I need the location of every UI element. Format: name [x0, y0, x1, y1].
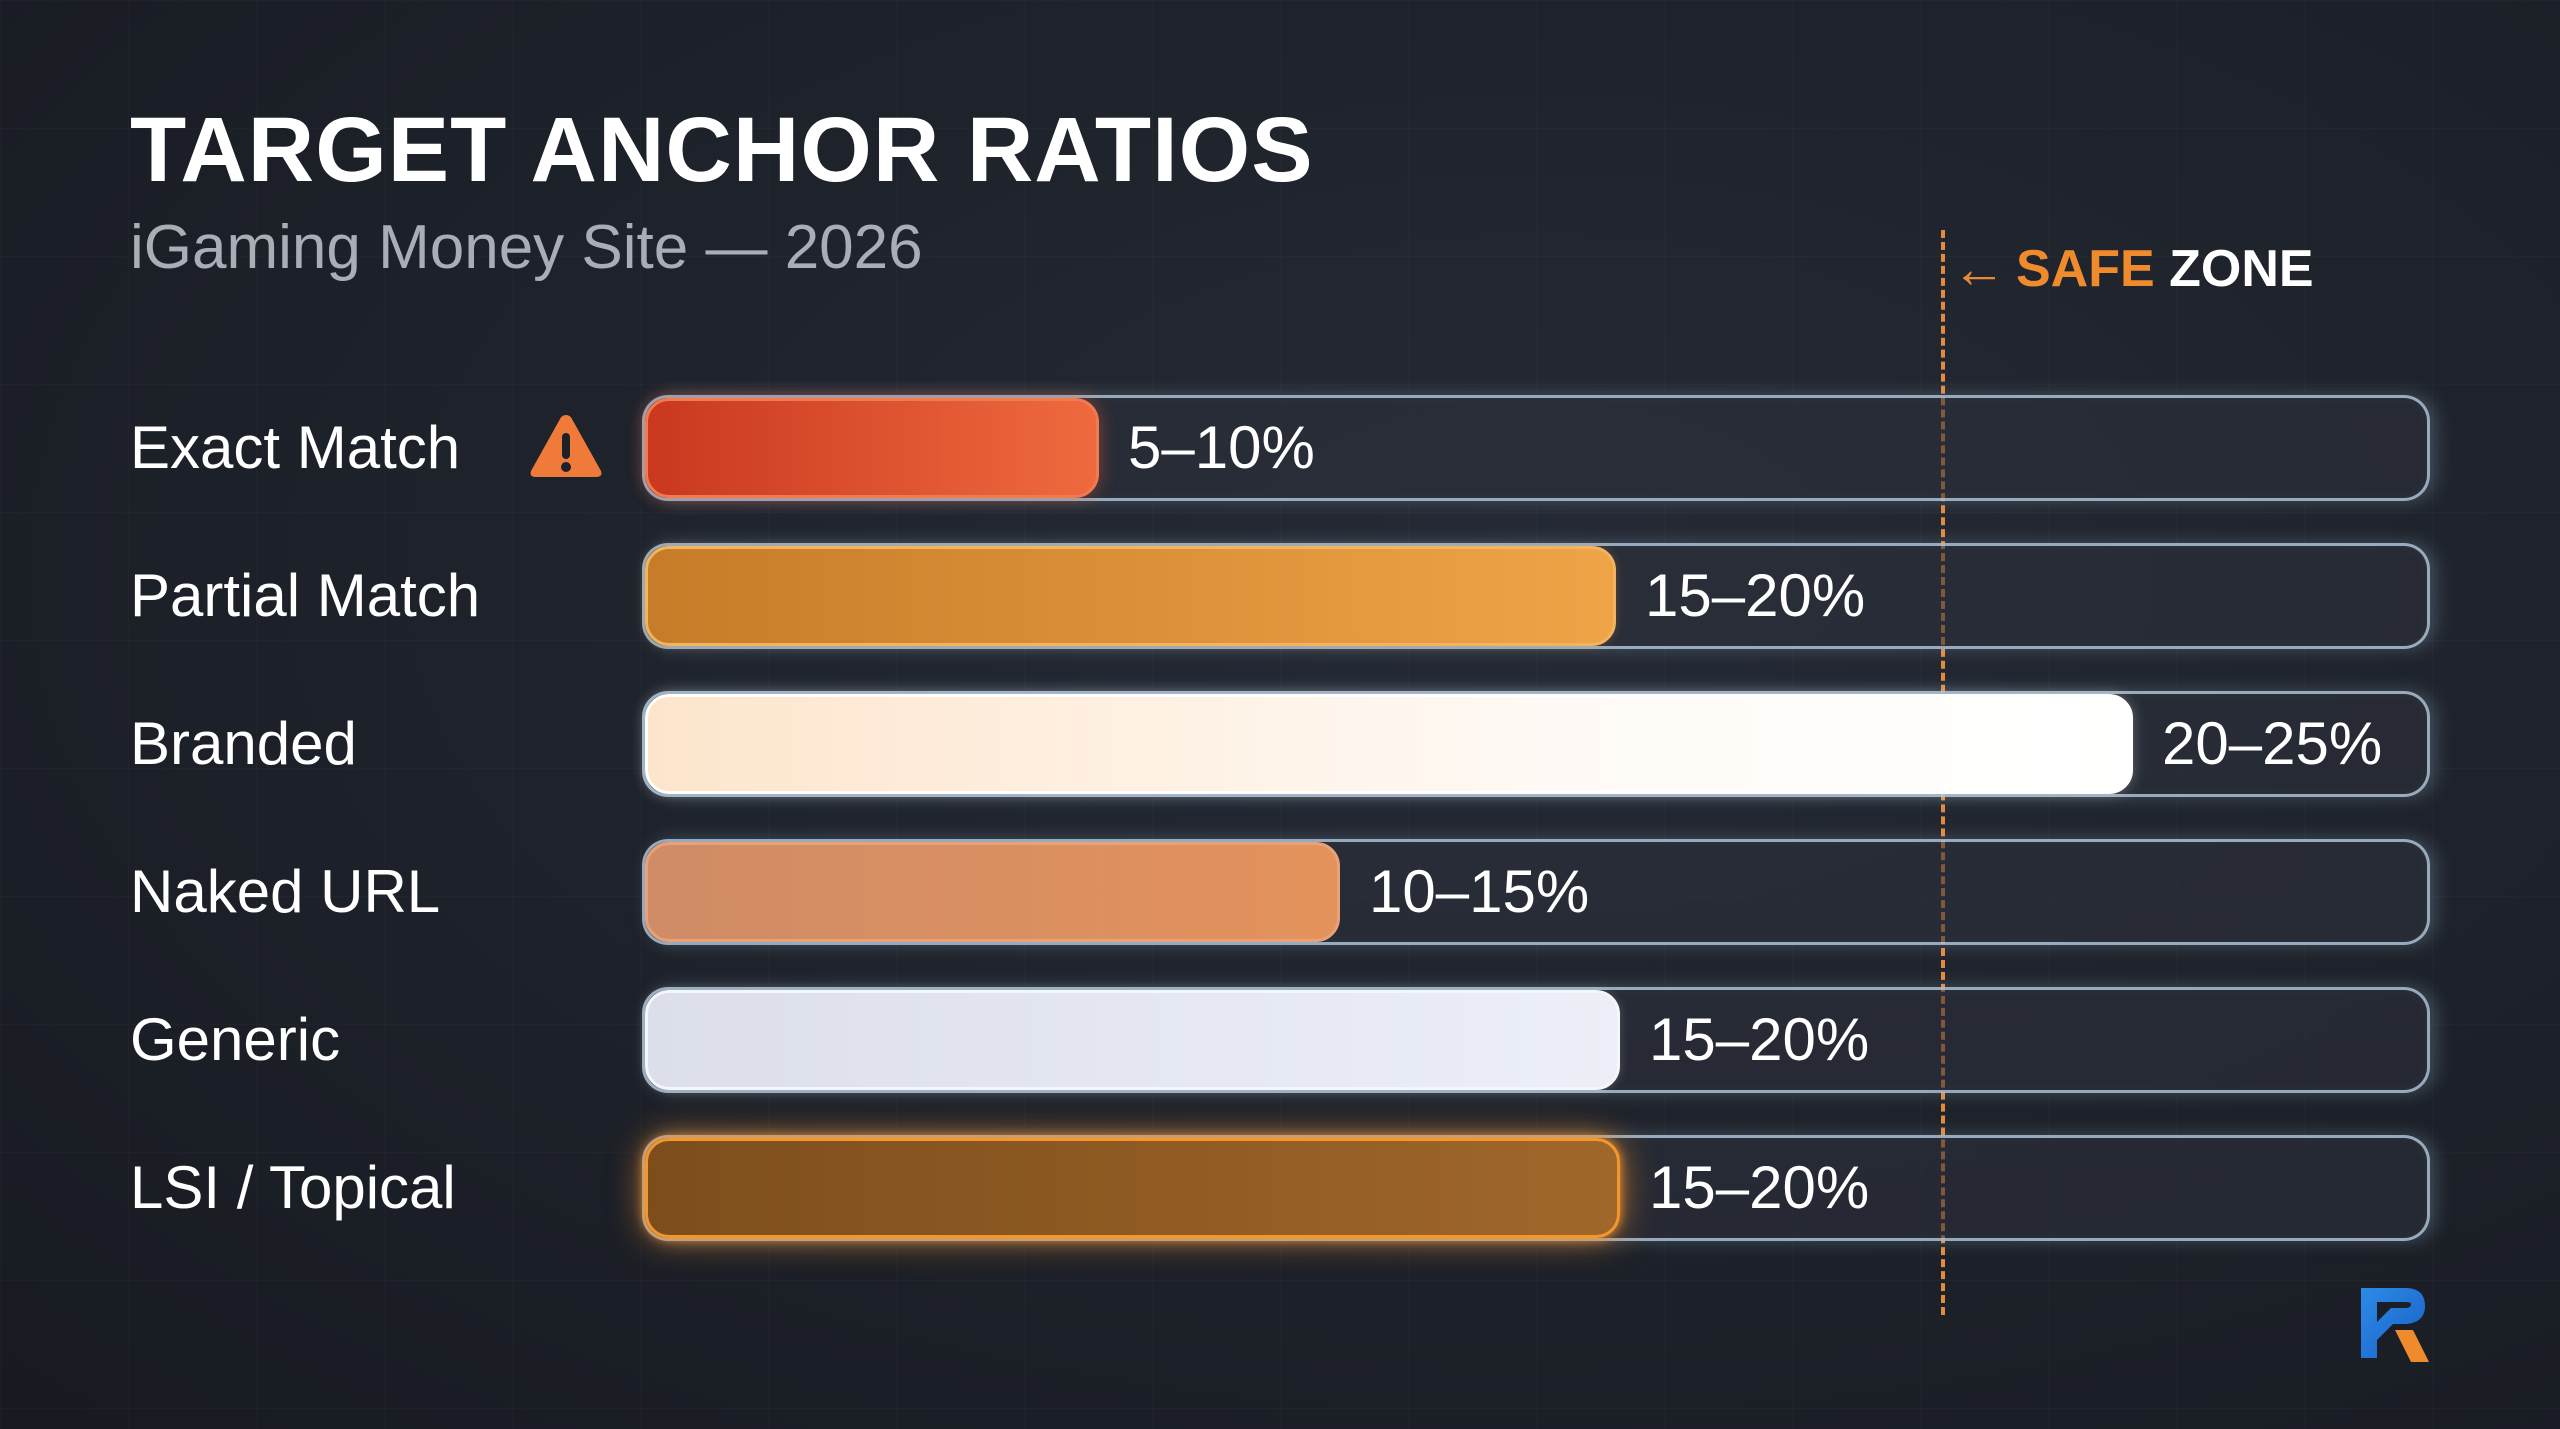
- bar-fill: [645, 1138, 1620, 1238]
- brand-logo-icon: [2361, 1288, 2429, 1362]
- safe-zone-label: ← SAFE ZONE: [1952, 238, 2314, 300]
- value-label: 15–20%: [1649, 1154, 1870, 1221]
- bar-track: [642, 691, 2430, 797]
- bar-track: [642, 987, 2430, 1093]
- page-subtitle: iGaming Money Site — 2026: [130, 213, 923, 282]
- category-label: Generic: [130, 1006, 341, 1073]
- value-label: 5–10%: [1128, 414, 1315, 481]
- category-label: Branded: [130, 710, 357, 777]
- category-label: LSI / Topical: [130, 1154, 456, 1221]
- value-label: 20–25%: [2162, 710, 2383, 777]
- safe-zone-word-zone: ZONE: [2169, 240, 2314, 298]
- category-label: Partial Match: [130, 562, 481, 629]
- bar-fill: [645, 990, 1620, 1090]
- category-label: Exact Match: [130, 414, 461, 481]
- bar-track: [642, 839, 2430, 945]
- warning-triangle-icon: [530, 415, 602, 477]
- category-label: Naked URL: [130, 858, 441, 925]
- bar-track: [642, 1135, 2430, 1241]
- value-label: 15–20%: [1645, 562, 1866, 629]
- value-label: 15–20%: [1649, 1006, 1870, 1073]
- safe-zone-word-safe: SAFE: [2016, 240, 2155, 298]
- arrow-left-icon: ←: [1952, 239, 2006, 299]
- bar-track: [642, 395, 2430, 501]
- bar-fill: [645, 842, 1340, 942]
- bar-fill: [645, 398, 1099, 498]
- value-label: 10–15%: [1369, 858, 1590, 925]
- bar-fill: [645, 694, 2133, 794]
- bar-track: [642, 543, 2430, 649]
- bar-fill: [645, 546, 1616, 646]
- page-title: TARGET ANCHOR RATIOS: [130, 99, 1314, 201]
